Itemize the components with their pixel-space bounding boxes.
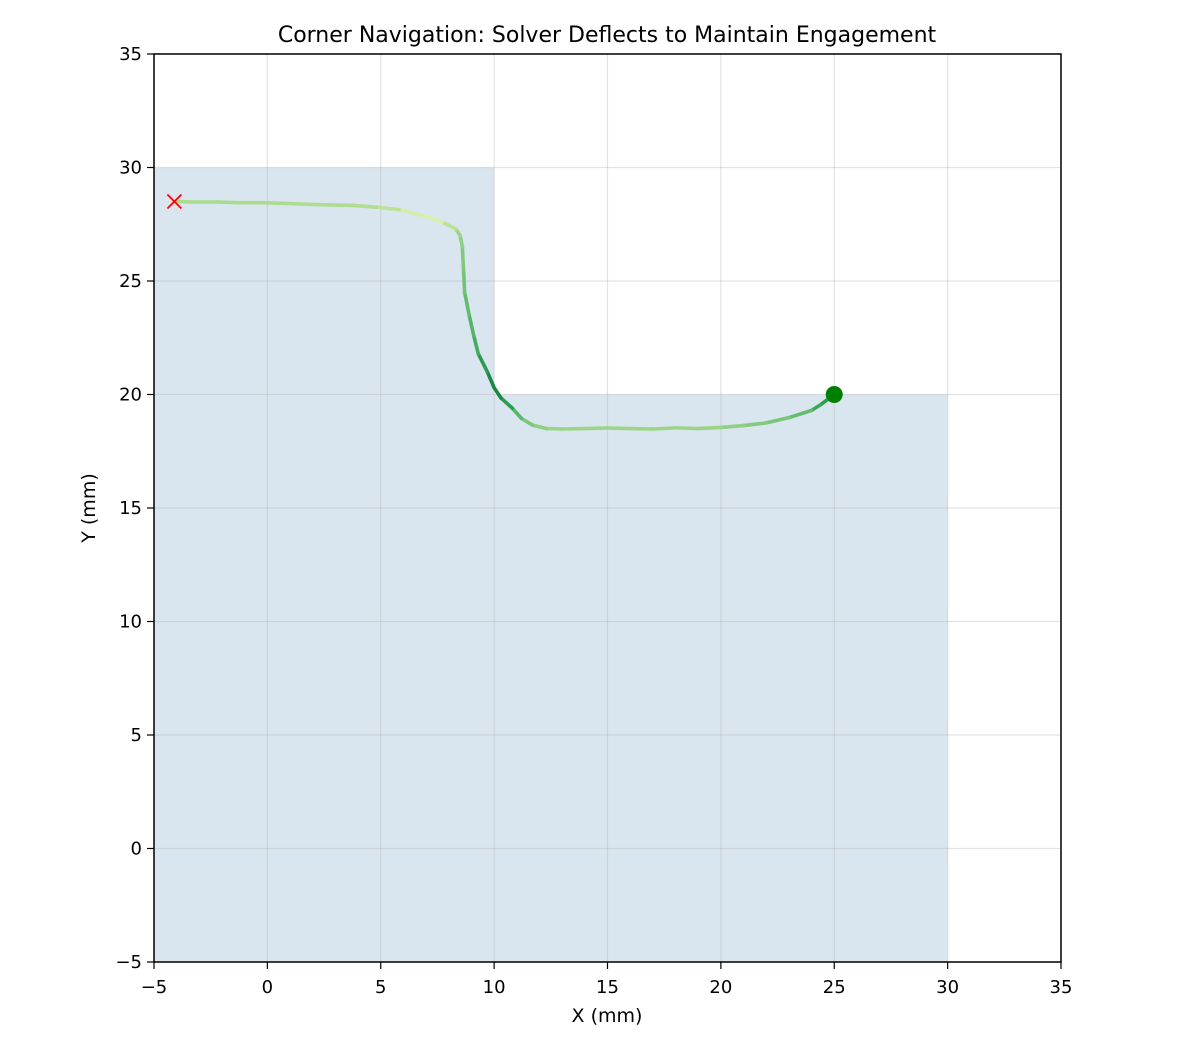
path-segment bbox=[467, 313, 476, 338]
path-segment bbox=[719, 423, 746, 430]
path-segment bbox=[374, 205, 401, 212]
path-segment bbox=[519, 416, 535, 427]
solver-path bbox=[172, 199, 837, 431]
path-segment bbox=[462, 290, 471, 317]
path-segment bbox=[764, 415, 791, 425]
y-tick-label: 30 bbox=[119, 158, 142, 179]
engagement-region bbox=[154, 167, 948, 962]
path-segment bbox=[458, 233, 465, 249]
x-tick-label: 35 bbox=[1050, 977, 1073, 998]
x-tick-label: 0 bbox=[262, 977, 273, 998]
start-marker bbox=[825, 386, 843, 403]
path-segment bbox=[476, 351, 490, 374]
x-axis-label: X (mm) bbox=[572, 1005, 643, 1027]
y-tick-label: 35 bbox=[119, 44, 142, 65]
x-tick-label: 25 bbox=[823, 977, 846, 998]
path-segment bbox=[510, 406, 524, 421]
markers bbox=[166, 193, 843, 403]
x-tick-label: 10 bbox=[483, 977, 506, 998]
y-tick-label: 20 bbox=[119, 385, 142, 406]
path-segment bbox=[499, 396, 515, 410]
path-segment bbox=[787, 408, 814, 420]
x-tick-label: 5 bbox=[375, 977, 386, 998]
path-segment bbox=[261, 200, 288, 206]
path-segment bbox=[696, 425, 723, 431]
end-marker bbox=[166, 193, 183, 210]
y-tick-label: −5 bbox=[115, 952, 142, 973]
path-segment bbox=[440, 220, 458, 231]
chart-title: Corner Navigation: Solver Deflects to Ma… bbox=[278, 23, 937, 48]
y-tick-label: 0 bbox=[131, 839, 142, 860]
path-segment bbox=[485, 369, 496, 390]
path-segment bbox=[741, 421, 769, 428]
axis-ticks: −5 0 5 10 15 20 25 30 35 −5 0 5 10 15 20 25 30 35 bbox=[115, 44, 1072, 998]
path-segment bbox=[471, 333, 481, 356]
path-segment bbox=[397, 207, 424, 217]
path-segment bbox=[351, 203, 379, 210]
x-tick-label: 15 bbox=[596, 977, 619, 998]
path-segment bbox=[530, 423, 549, 431]
x-tick-label: 30 bbox=[936, 977, 959, 998]
plot-region bbox=[154, 167, 948, 962]
y-tick-label: 15 bbox=[119, 498, 142, 519]
path-segment bbox=[283, 201, 310, 207]
path-segment bbox=[460, 245, 466, 272]
path-segment bbox=[419, 213, 444, 224]
path-segment bbox=[461, 267, 467, 295]
path-segment bbox=[673, 426, 701, 431]
y-tick-label: 25 bbox=[119, 271, 142, 292]
path-segment bbox=[306, 202, 333, 207]
y-tick-label: 10 bbox=[119, 612, 142, 633]
x-tick-label: 20 bbox=[709, 977, 732, 998]
y-axis-label: Y (mm) bbox=[78, 473, 100, 544]
path-segment bbox=[651, 426, 678, 431]
path-segment bbox=[492, 385, 503, 400]
end-marker-stroke bbox=[166, 193, 183, 210]
path-segment bbox=[215, 200, 242, 205]
y-tick-label: 5 bbox=[131, 725, 142, 746]
x-tick-label: −5 bbox=[141, 977, 168, 998]
